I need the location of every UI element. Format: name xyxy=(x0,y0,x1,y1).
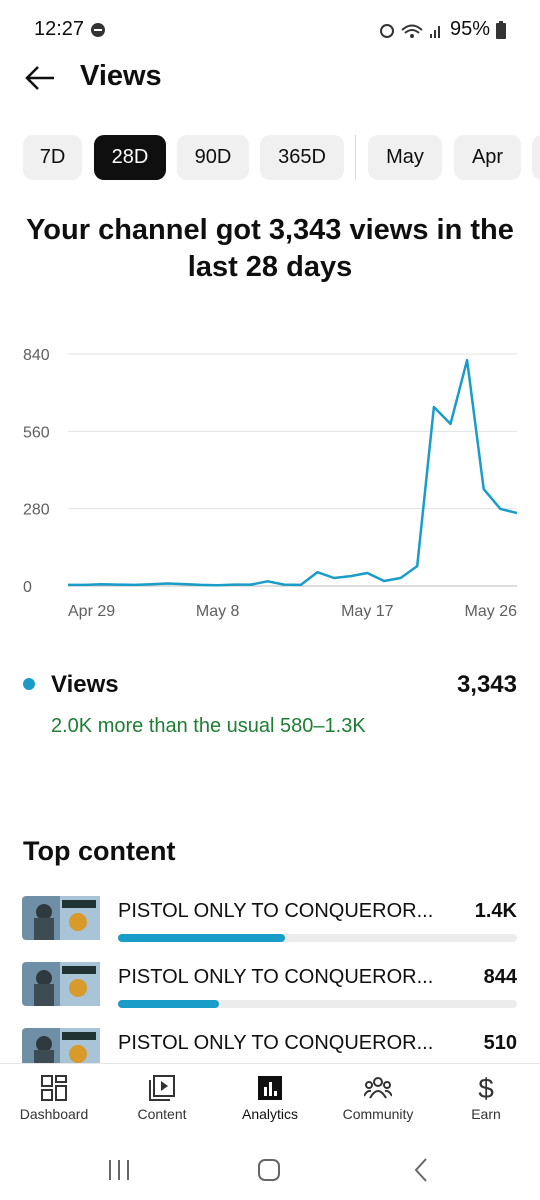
tab[interactable]: 7D xyxy=(23,135,82,180)
progress-track xyxy=(118,934,517,942)
views-line xyxy=(68,358,518,587)
tab[interactable]: 365D xyxy=(260,135,344,180)
total-views: 3,343 xyxy=(456,671,517,698)
nav-label[interactable]: Earn xyxy=(471,1106,501,1122)
content-title: PISTOL ONLY TO CONQUEROR... xyxy=(118,1032,434,1054)
tab-divider xyxy=(355,135,356,180)
nav-icon[interactable] xyxy=(148,1074,176,1102)
content-views: 1.4K xyxy=(474,900,517,922)
battery-icon xyxy=(496,21,506,39)
progress-fill xyxy=(118,934,286,942)
tab[interactable]: 90D xyxy=(177,135,249,180)
x-tick-label: Apr 29 xyxy=(68,603,115,620)
y-tick-label: 0 xyxy=(23,579,32,596)
nav-icon[interactable]: $ xyxy=(472,1074,500,1102)
nav-label[interactable]: Community xyxy=(342,1106,414,1122)
thumbnail xyxy=(22,962,100,1006)
system-nav xyxy=(109,1158,427,1182)
content-title: PISTOL ONLY TO CONQUEROR... xyxy=(118,900,434,922)
content-views: 510 xyxy=(483,1032,517,1054)
content-title: PISTOL ONLY TO CONQUEROR... xyxy=(118,966,434,988)
page-title: Views xyxy=(80,60,162,92)
y-tick-label: 560 xyxy=(23,424,50,441)
nav-icon[interactable] xyxy=(364,1074,392,1102)
y-tick-label: 840 xyxy=(23,347,50,364)
progress-fill xyxy=(118,1000,219,1008)
section-title: Top content xyxy=(23,836,176,866)
nav-label[interactable]: Content xyxy=(137,1106,187,1122)
tab-partial[interactable] xyxy=(532,135,540,180)
thumbnail xyxy=(22,896,100,940)
x-tick-label: May 17 xyxy=(341,603,394,620)
legend-dot xyxy=(23,678,35,690)
y-tick-label: 280 xyxy=(23,502,50,519)
nav-label[interactable]: Dashboard xyxy=(19,1106,89,1122)
headline: Your channel got 3,343 views in the last… xyxy=(26,214,514,283)
status-icon xyxy=(91,23,105,37)
back-button[interactable] xyxy=(24,64,56,92)
legend-label: Views xyxy=(51,671,119,698)
x-tick-label: May 26 xyxy=(465,603,518,620)
tab[interactable]: 28D xyxy=(94,135,166,180)
comparison-note: 2.0K more than the usual 580–1.3K xyxy=(51,715,366,737)
tab[interactable]: Apr xyxy=(454,135,521,180)
status-icons xyxy=(380,24,440,38)
chart: 0 280 560 840 Apr 29 May 8 May 17 May 26 xyxy=(23,347,518,620)
nav-divider xyxy=(0,1063,540,1064)
content-views: 844 xyxy=(483,966,517,988)
svg-text:$: $ xyxy=(478,1074,494,1102)
status-time: 12:27 xyxy=(34,18,85,40)
nav-icon[interactable] xyxy=(256,1074,284,1102)
progress-track xyxy=(118,1000,517,1008)
nav-icon[interactable] xyxy=(40,1074,68,1102)
tab[interactable]: May xyxy=(368,135,442,180)
x-tick-label: May 8 xyxy=(196,603,240,620)
nav-label[interactable]: Analytics xyxy=(241,1106,299,1122)
status-battery: 95% xyxy=(450,18,491,40)
